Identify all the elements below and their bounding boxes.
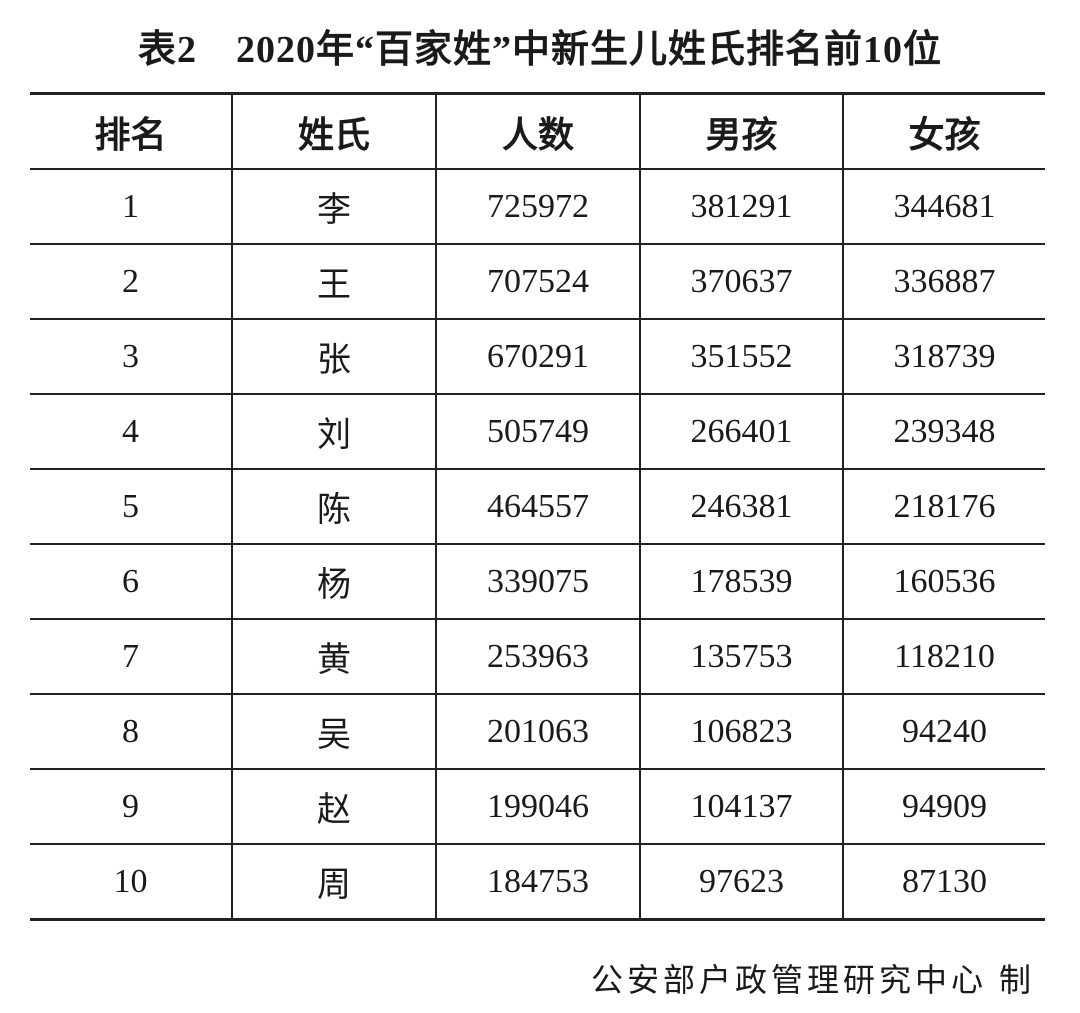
header-surname: 姓氏 xyxy=(231,92,437,170)
cell-girls: 94240 xyxy=(842,693,1045,770)
cell-total: 201063 xyxy=(435,693,641,770)
cell-boys: 97623 xyxy=(639,843,844,921)
table-row: 3 张 670291 351552 318739 xyxy=(30,318,1045,395)
surname-ranking-table: 排名 姓氏 人数 男孩 女孩 1 李 725972 381291 344681 2 王 707… xyxy=(30,92,1045,921)
header-rank: 排名 xyxy=(30,92,233,170)
cell-total: 505749 xyxy=(435,393,641,470)
cell-boys: 381291 xyxy=(639,168,844,245)
cell-surname: 黄 xyxy=(231,618,437,695)
cell-rank: 1 xyxy=(30,168,233,245)
cell-girls: 87130 xyxy=(842,843,1045,921)
cell-girls: 94909 xyxy=(842,768,1045,845)
cell-boys: 266401 xyxy=(639,393,844,470)
cell-girls: 318739 xyxy=(842,318,1045,395)
cell-surname: 李 xyxy=(231,168,437,245)
cell-girls: 336887 xyxy=(842,243,1045,320)
table-row: 6 杨 339075 178539 160536 xyxy=(30,543,1045,620)
table-row: 7 黄 253963 135753 118210 xyxy=(30,618,1045,695)
header-boys: 男孩 xyxy=(639,92,844,170)
cell-surname: 周 xyxy=(231,843,437,921)
source-credit: 公安部户政管理研究中心 制 xyxy=(590,962,1035,998)
cell-total: 253963 xyxy=(435,618,641,695)
cell-rank: 5 xyxy=(30,468,233,545)
cell-rank: 8 xyxy=(30,693,233,770)
header-total: 人数 xyxy=(435,92,641,170)
cell-girls: 118210 xyxy=(842,618,1045,695)
table-row: 1 李 725972 381291 344681 xyxy=(30,168,1045,245)
cell-boys: 351552 xyxy=(639,318,844,395)
table-row: 5 陈 464557 246381 218176 xyxy=(30,468,1045,545)
header-girls: 女孩 xyxy=(842,92,1045,170)
cell-boys: 246381 xyxy=(639,468,844,545)
cell-total: 184753 xyxy=(435,843,641,921)
cell-girls: 239348 xyxy=(842,393,1045,470)
header-row: 排名 姓氏 人数 男孩 女孩 xyxy=(30,92,1045,170)
table-row: 9 赵 199046 104137 94909 xyxy=(30,768,1045,845)
cell-total: 670291 xyxy=(435,318,641,395)
cell-girls: 344681 xyxy=(842,168,1045,245)
cell-boys: 370637 xyxy=(639,243,844,320)
cell-girls: 160536 xyxy=(842,543,1045,620)
cell-surname: 陈 xyxy=(231,468,437,545)
table-title: 表2 2020年“百家姓”中新生儿姓氏排名前10位 xyxy=(137,29,942,71)
cell-surname: 赵 xyxy=(231,768,437,845)
cell-surname: 吴 xyxy=(231,693,437,770)
cell-rank: 10 xyxy=(30,843,233,921)
cell-rank: 4 xyxy=(30,393,233,470)
cell-surname: 杨 xyxy=(231,543,437,620)
cell-rank: 3 xyxy=(30,318,233,395)
cell-surname: 刘 xyxy=(231,393,437,470)
table-row: 10 周 184753 97623 87130 xyxy=(30,843,1045,921)
cell-surname: 王 xyxy=(231,243,437,320)
cell-boys: 135753 xyxy=(639,618,844,695)
cell-rank: 7 xyxy=(30,618,233,695)
cell-rank: 2 xyxy=(30,243,233,320)
cell-boys: 178539 xyxy=(639,543,844,620)
table-row: 2 王 707524 370637 336887 xyxy=(30,243,1045,320)
table-body: 1 李 725972 381291 344681 2 王 707524 370637 336887… xyxy=(30,168,1045,921)
cell-surname: 张 xyxy=(231,318,437,395)
cell-boys: 104137 xyxy=(639,768,844,845)
cell-total: 725972 xyxy=(435,168,641,245)
cell-total: 707524 xyxy=(435,243,641,320)
cell-rank: 6 xyxy=(30,543,233,620)
cell-boys: 106823 xyxy=(639,693,844,770)
cell-total: 339075 xyxy=(435,543,641,620)
cell-total: 464557 xyxy=(435,468,641,545)
cell-girls: 218176 xyxy=(842,468,1045,545)
cell-rank: 9 xyxy=(30,768,233,845)
table-row: 4 刘 505749 266401 239348 xyxy=(30,393,1045,470)
cell-total: 199046 xyxy=(435,768,641,845)
table-row: 8 吴 201063 106823 94240 xyxy=(30,693,1045,770)
